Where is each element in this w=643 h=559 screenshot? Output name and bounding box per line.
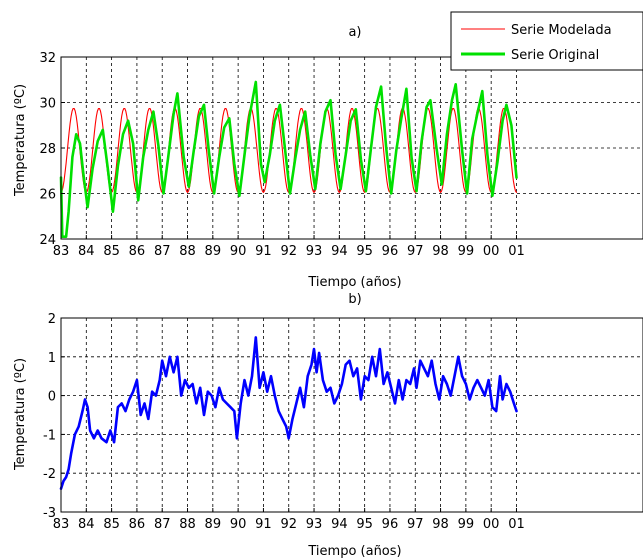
legend-label-modelada: Serie Modelada	[511, 23, 612, 38]
x-tick-label: 94	[331, 244, 348, 259]
chart-b-title: b)	[348, 292, 361, 307]
x-tick-label: 84	[78, 244, 95, 259]
y-tick-label: -2	[43, 467, 56, 482]
x-tick-label: 99	[458, 244, 475, 259]
x-tick-label: 92	[280, 517, 297, 532]
x-tick-label: 88	[179, 244, 196, 259]
x-tick-label: 93	[306, 517, 323, 532]
x-tick-label: 93	[306, 244, 323, 259]
x-tick-label: 84	[78, 517, 95, 532]
chart-b: b) 83 84 85 86 87 88 89 90 91 92 93 94 95 96 97 98 99 00 0…	[13, 292, 643, 559]
x-tick-label: 90	[230, 517, 247, 532]
x-tick-label: 96	[382, 517, 399, 532]
x-tick-label: 95	[356, 517, 373, 532]
x-tick-label: 88	[179, 517, 196, 532]
y-tick-label: 24	[39, 233, 56, 248]
y-tick-label: 28	[39, 142, 56, 157]
y-tick-label: 0	[48, 390, 56, 405]
x-tick-label: 99	[458, 517, 475, 532]
y-tick-label: 1	[48, 351, 56, 366]
y-tick-label: 30	[39, 97, 56, 112]
x-tick-label: 97	[407, 244, 424, 259]
y-tick-label: 2	[48, 312, 56, 327]
legend-box	[450, 11, 643, 71]
chart-b-ylabel: Temperatura (ºC)	[13, 358, 28, 471]
x-tick-label: 89	[205, 517, 222, 532]
chart-b-grid	[61, 318, 643, 512]
x-tick-label: 90	[230, 244, 247, 259]
x-tick-label: 89	[205, 244, 222, 259]
chart-b-series	[59, 336, 518, 490]
x-tick-label: 97	[407, 517, 424, 532]
y-tick-label: 26	[39, 188, 56, 203]
legend-label-original: Serie Original	[511, 48, 599, 63]
x-tick-label: 86	[129, 517, 146, 532]
x-tick-label: 91	[255, 244, 272, 259]
x-tick-label: 83	[53, 244, 70, 259]
chart-b-frame	[60, 317, 643, 513]
x-tick-label: 87	[154, 244, 171, 259]
chart-a-grid	[61, 57, 643, 239]
chart-b-xlabel: Tiempo (años)	[307, 544, 401, 559]
chart-b-ticks: 83 84 85 86 87 88 89 90 91 92 93 94 95 96 97 98 99 00 01-3…	[43, 312, 525, 532]
y-tick-label: -1	[43, 428, 56, 443]
chart-a-xlabel: Tiempo (años)	[307, 275, 401, 290]
chart-a-ticks: 83 84 85 86 87 88 89 90 91 92 93 94 95 96 97 98 99 00 01 24…	[39, 51, 524, 259]
series-line-a-1	[59, 80, 518, 238]
x-tick-label: 85	[103, 244, 120, 259]
x-tick-label: 87	[154, 517, 171, 532]
chart-a: a) 83 84 85 86 87 88 89 90 91 92 93 94 95 96 97 98 99 00 0…	[13, 11, 643, 290]
series-line-b-0	[59, 336, 518, 490]
x-tick-label: 86	[129, 244, 146, 259]
legend: Serie Modelada Serie Original	[450, 11, 643, 71]
chart-a-series	[59, 80, 518, 238]
x-tick-label: 98	[432, 244, 449, 259]
y-tick-label: 32	[39, 51, 56, 66]
chart-a-ylabel: Temperatura (ºC)	[13, 84, 28, 197]
chart-a-title: a)	[348, 25, 361, 40]
x-tick-label: 98	[432, 517, 449, 532]
y-tick-label: -3	[43, 506, 56, 521]
x-tick-label: 01	[508, 244, 525, 259]
x-tick-label: 00	[483, 244, 500, 259]
x-tick-label: 91	[255, 517, 272, 532]
x-tick-label: 94	[331, 517, 348, 532]
x-tick-label: 01	[508, 517, 525, 532]
x-tick-label: 92	[280, 244, 297, 259]
x-tick-label: 85	[103, 517, 120, 532]
x-tick-label: 83	[53, 517, 70, 532]
x-tick-label: 96	[382, 244, 399, 259]
x-tick-label: 95	[356, 244, 373, 259]
x-tick-label: 00	[483, 517, 500, 532]
